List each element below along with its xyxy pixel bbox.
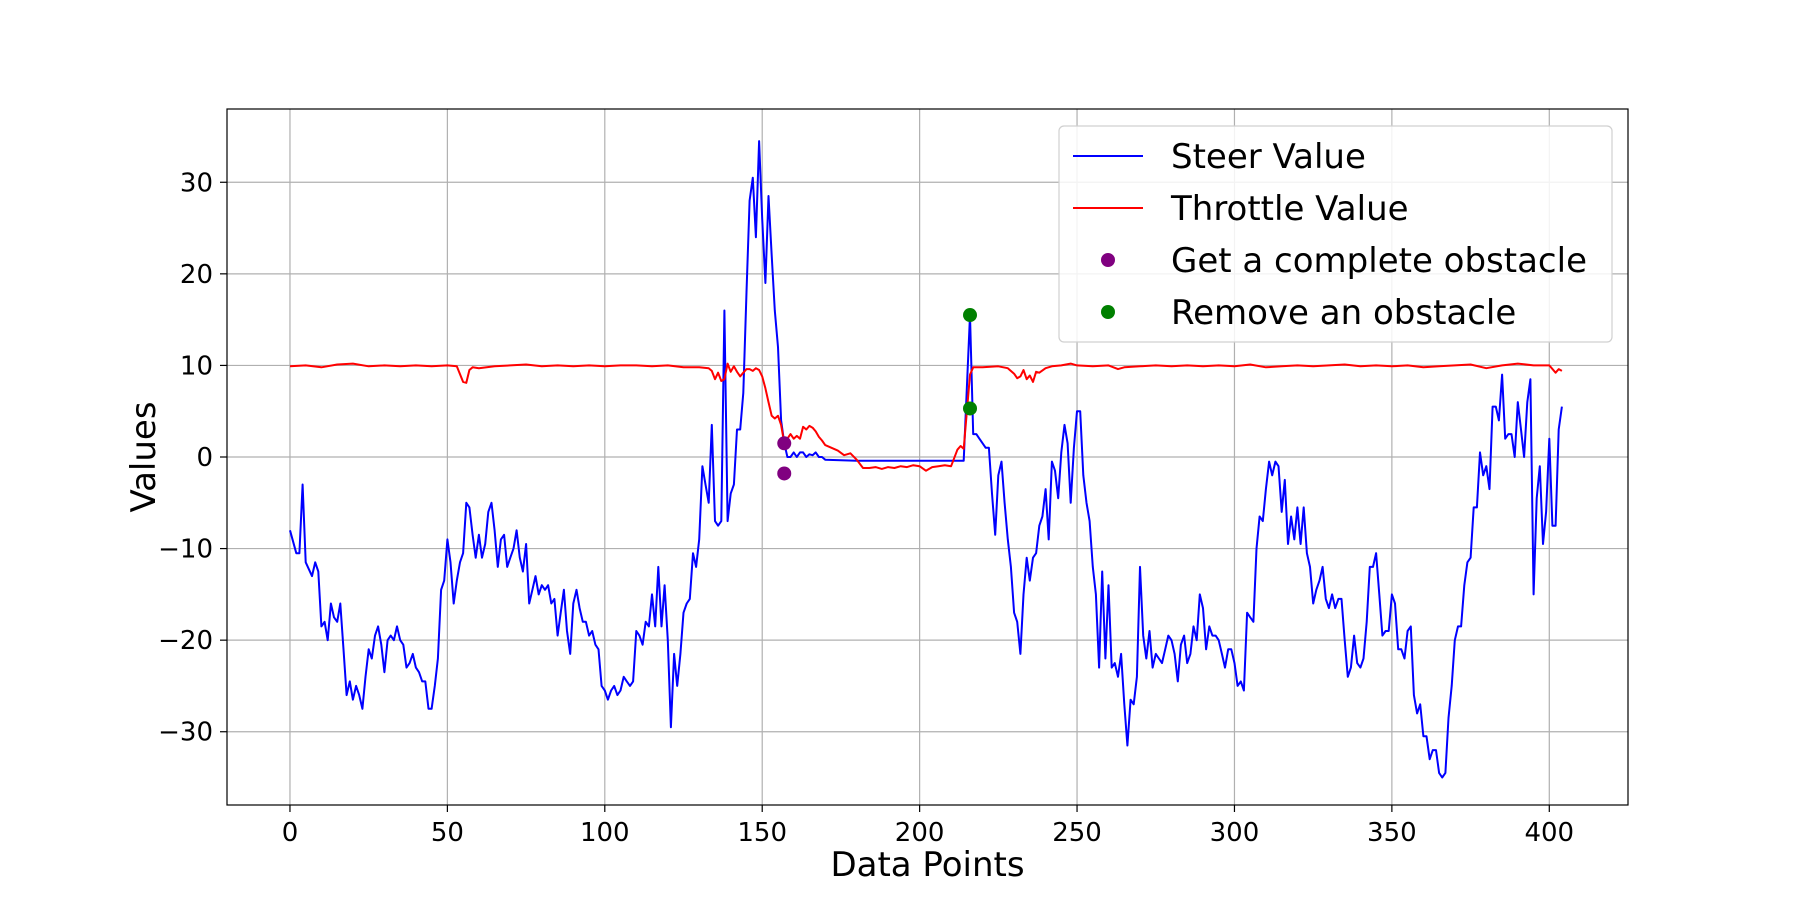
y-tick-label: 30 [180,168,213,198]
steer-value-line [289,140,1563,779]
x-axis-label: Data Points [830,845,1024,885]
series-layer [289,140,1563,779]
y-tick-label: 10 [180,351,213,381]
y-tick-label: 0 [196,443,213,473]
ticks: 0 50 100 150 200 250 300 350 400 −30 −20 −10 0 10 20 30 [158,168,1574,848]
y-tick-label: 20 [180,260,213,290]
x-tick-label: 50 [431,818,464,848]
remove-an-obstacle-point [963,401,978,416]
y-axis-label: Values [124,401,164,512]
legend-box [1058,125,1613,343]
get-a-complete-obstacle-point [777,436,792,451]
legend-label-throttle-value: Throttle Value [1170,189,1409,229]
y-tick-label: −10 [158,535,213,565]
legend-swatch-get-a-complete-obstacle [1101,253,1115,267]
get-a-complete-obstacle-point [777,466,792,481]
x-tick-label: 0 [282,818,299,848]
remove-an-obstacle-point [963,308,978,323]
y-tick-label: −30 [158,718,213,748]
throttle-value-line [289,362,1563,472]
x-tick-label: 250 [1052,818,1102,848]
x-tick-label: 300 [1210,818,1260,848]
legend: Steer Value Throttle Value Get a complete … [1058,125,1613,343]
legend-swatch-remove-an-obstacle [1101,305,1115,319]
legend-label-steer-value: Steer Value [1171,137,1366,177]
x-tick-label: 350 [1367,818,1417,848]
x-tick-label: 150 [737,818,787,848]
x-tick-label: 400 [1524,818,1574,848]
legend-label-remove-an-obstacle: Remove an obstacle [1171,293,1516,333]
x-tick-label: 200 [895,818,945,848]
legend-label-get-a-complete-obstacle: Get a complete obstacle [1171,241,1587,281]
x-tick-label: 100 [580,818,630,848]
y-tick-label: −20 [158,626,213,656]
